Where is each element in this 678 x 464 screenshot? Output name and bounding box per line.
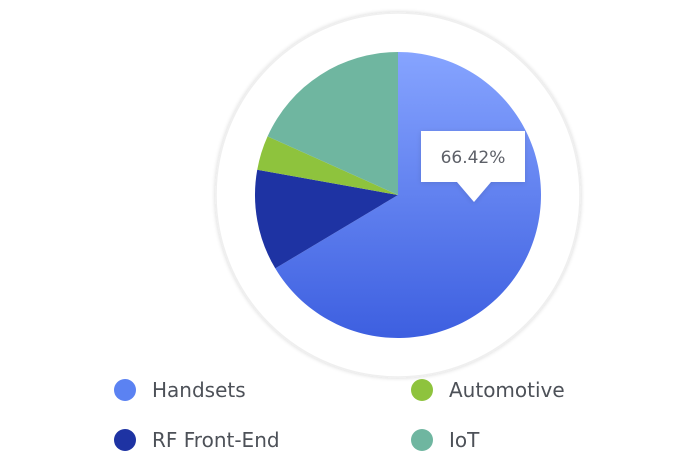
legend-item-handsets[interactable]: Handsets [114, 378, 246, 402]
tooltip-label: 66.42% [441, 148, 506, 168]
legend-item-iot[interactable]: IoT [411, 428, 479, 452]
pie-slice-automotive[interactable] [257, 136, 398, 195]
legend-item-automotive[interactable]: Automotive [411, 378, 565, 402]
pie-slice-rf-front-end[interactable] [254, 169, 398, 269]
legend-label-rf-front-end: RF Front-End [152, 428, 280, 452]
pie-slice-handsets[interactable] [275, 52, 541, 338]
legend-label-handsets: Handsets [152, 378, 246, 402]
pie-slices [254, 52, 541, 338]
tooltip-box [421, 131, 525, 202]
tooltip [421, 131, 525, 202]
legend-label-iot: IoT [449, 428, 480, 452]
legend-swatch-rf-front-end [114, 429, 136, 451]
legend-swatch-handsets [114, 379, 136, 401]
legend-item-rf-front-end[interactable]: RF Front-End [114, 428, 280, 452]
legend-swatch-iot [411, 429, 433, 451]
legend-label-automotive: Automotive [449, 378, 565, 402]
pie-slice-iot[interactable] [267, 52, 398, 195]
legend-swatch-automotive [411, 379, 433, 401]
